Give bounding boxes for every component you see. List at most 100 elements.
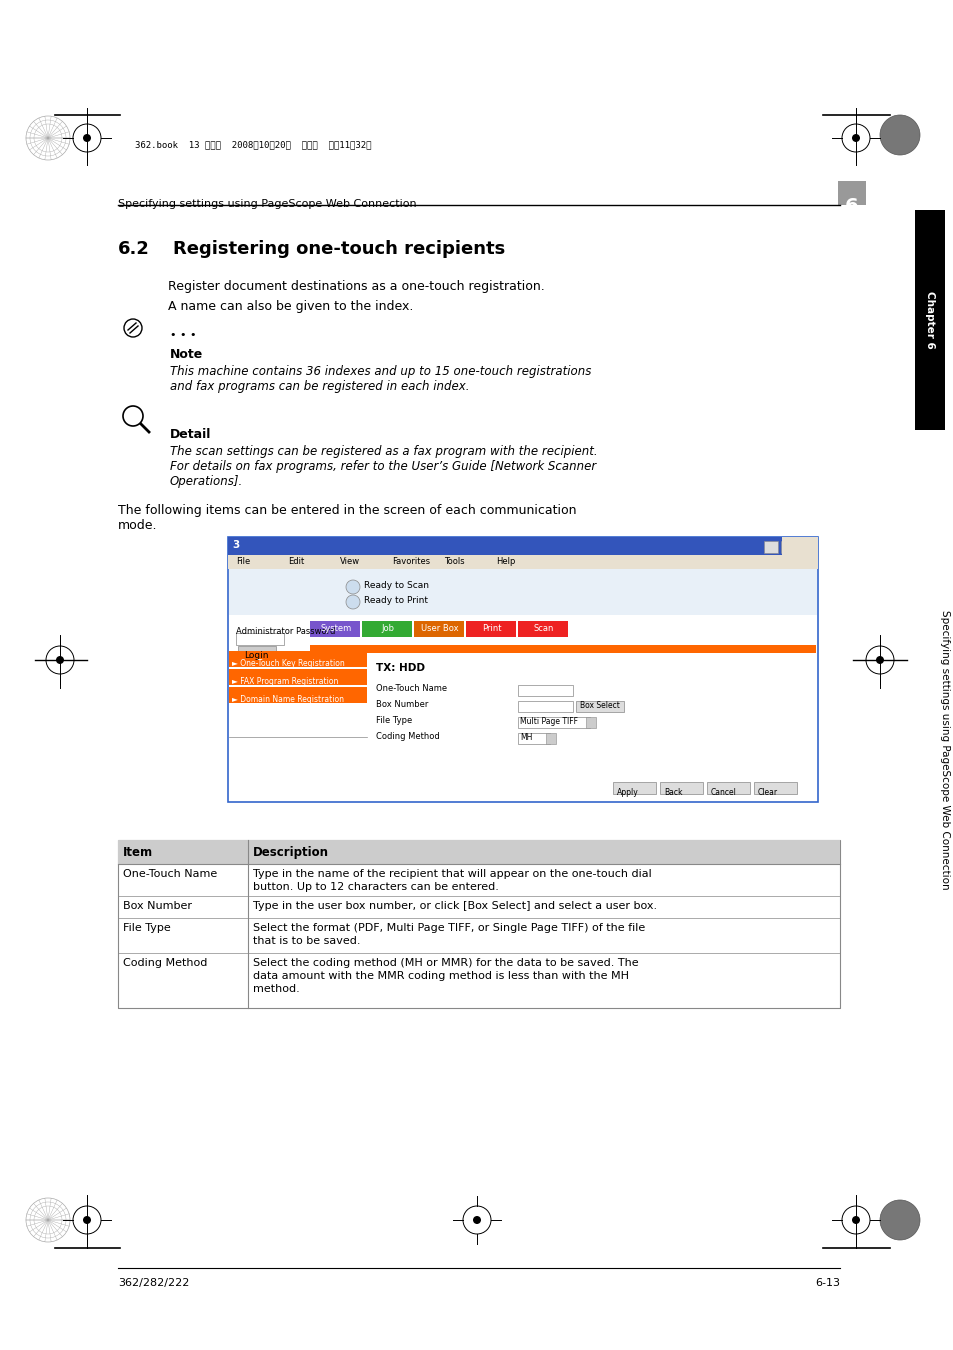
Bar: [517, 733, 550, 744]
Bar: [914, 211, 944, 431]
Circle shape: [83, 134, 91, 142]
Circle shape: [879, 1200, 919, 1241]
Text: File Type: File Type: [123, 923, 171, 933]
Bar: [237, 647, 275, 659]
Text: • • •: • • •: [170, 329, 196, 340]
Text: Apply: Apply: [617, 788, 639, 796]
Bar: [229, 568, 816, 616]
Bar: [585, 717, 596, 728]
Circle shape: [56, 656, 64, 664]
Text: Ready to Scan: Ready to Scan: [364, 580, 429, 590]
Text: File Type: File Type: [375, 716, 412, 725]
Text: 362.book  13 ページ  2008年10月20日  月曜日  午前11時32分: 362.book 13 ページ 2008年10月20日 月曜日 午前11時32分: [135, 140, 371, 148]
Bar: [659, 782, 702, 794]
Circle shape: [473, 1216, 480, 1224]
Text: ► Domain Name Registration: ► Domain Name Registration: [232, 695, 344, 703]
Text: MH: MH: [519, 733, 532, 743]
Bar: [517, 717, 589, 728]
Text: A name can also be given to the index.: A name can also be given to the index.: [168, 300, 413, 313]
Text: that is to be saved.: that is to be saved.: [253, 936, 360, 946]
Text: Description: Description: [253, 846, 329, 859]
Text: For details on fax programs, refer to the User’s Guide [Network Scanner: For details on fax programs, refer to th…: [170, 460, 596, 472]
Text: Register document destinations as a one-touch registration.: Register document destinations as a one-…: [168, 279, 544, 293]
Text: Cancel: Cancel: [710, 788, 736, 796]
Text: Type in the name of the recipient that will appear on the one-touch dial: Type in the name of the recipient that w…: [253, 869, 651, 879]
Bar: [229, 687, 367, 703]
Text: Scan: Scan: [534, 624, 554, 633]
Text: System: System: [320, 624, 352, 633]
Bar: [118, 840, 840, 1008]
Text: Favorites: Favorites: [392, 558, 430, 566]
Text: 3: 3: [232, 540, 239, 549]
Text: Type in the user box number, or click [Box Select] and select a user box.: Type in the user box number, or click [B…: [253, 900, 657, 911]
Bar: [706, 782, 749, 794]
Text: data amount with the MMR coding method is less than with the MH: data amount with the MMR coding method i…: [253, 971, 628, 981]
Text: Specifying settings using PageScope Web Connection: Specifying settings using PageScope Web …: [939, 610, 949, 890]
Text: Detail: Detail: [170, 428, 212, 441]
Text: ► One-Touch Key Registration: ► One-Touch Key Registration: [232, 659, 344, 668]
Text: Select the format (PDF, Multi Page TIFF, or Single Page TIFF) of the file: Select the format (PDF, Multi Page TIFF,…: [253, 923, 644, 933]
Text: 6.2: 6.2: [118, 240, 150, 258]
Text: Box Number: Box Number: [123, 900, 192, 911]
Bar: [781, 541, 794, 554]
Bar: [228, 537, 817, 555]
Text: One-Touch Name: One-Touch Name: [123, 869, 217, 879]
Bar: [545, 733, 556, 744]
Circle shape: [851, 134, 859, 142]
Bar: [361, 621, 412, 637]
Circle shape: [346, 595, 359, 609]
Text: 6-13: 6-13: [814, 1278, 840, 1288]
Circle shape: [879, 115, 919, 155]
Text: Item: Item: [123, 846, 153, 859]
Text: This machine contains 36 indexes and up to 15 one-touch registrations: This machine contains 36 indexes and up …: [170, 364, 591, 378]
Text: Chapter 6: Chapter 6: [924, 292, 934, 348]
Bar: [613, 782, 656, 794]
Text: button. Up to 12 characters can be entered.: button. Up to 12 characters can be enter…: [253, 882, 498, 892]
Text: ► FAX Program Registration: ► FAX Program Registration: [232, 676, 338, 686]
Bar: [118, 840, 840, 864]
Text: Job: Job: [381, 624, 395, 633]
Bar: [576, 701, 623, 711]
Bar: [753, 782, 796, 794]
Text: Ready to Print: Ready to Print: [364, 595, 428, 605]
Circle shape: [346, 580, 359, 594]
Text: Coding Method: Coding Method: [375, 732, 439, 741]
Bar: [414, 621, 463, 637]
Bar: [310, 621, 359, 637]
Text: View: View: [339, 558, 359, 566]
Bar: [517, 621, 567, 637]
Circle shape: [83, 1216, 91, 1224]
Bar: [310, 645, 815, 653]
Text: Coding Method: Coding Method: [123, 958, 207, 968]
Text: The scan settings can be registered as a fax program with the recipient.: The scan settings can be registered as a…: [170, 446, 597, 458]
Text: User Box: User Box: [420, 624, 458, 633]
Bar: [229, 651, 367, 667]
Text: Specifying settings using PageScope Web Connection: Specifying settings using PageScope Web …: [118, 198, 416, 209]
Bar: [228, 555, 817, 568]
Bar: [228, 537, 817, 802]
Text: One-Touch Name: One-Touch Name: [375, 684, 447, 693]
Text: Box Number: Box Number: [375, 701, 428, 709]
Bar: [465, 621, 516, 637]
Bar: [235, 633, 284, 645]
Text: Back: Back: [663, 788, 681, 796]
Text: Login: Login: [244, 651, 268, 660]
Text: method.: method.: [253, 984, 299, 994]
Text: Registering one-touch recipients: Registering one-touch recipients: [172, 240, 505, 258]
Text: Administrator Password: Administrator Password: [235, 626, 335, 636]
Text: and fax programs can be registered in each index.: and fax programs can be registered in ea…: [170, 379, 469, 393]
Text: 362/282/222: 362/282/222: [118, 1278, 190, 1288]
Text: File: File: [235, 558, 250, 566]
Bar: [781, 537, 817, 568]
Text: Multi Page TIFF: Multi Page TIFF: [519, 717, 578, 726]
Text: Edit: Edit: [288, 558, 304, 566]
Text: Tools: Tools: [443, 558, 464, 566]
Bar: [763, 541, 778, 554]
Text: Help: Help: [496, 558, 515, 566]
Text: Note: Note: [170, 348, 203, 360]
Text: Box Select: Box Select: [579, 701, 619, 710]
Text: 6: 6: [844, 197, 858, 216]
Bar: [797, 541, 811, 554]
Text: mode.: mode.: [118, 518, 157, 532]
Text: Print: Print: [482, 624, 501, 633]
